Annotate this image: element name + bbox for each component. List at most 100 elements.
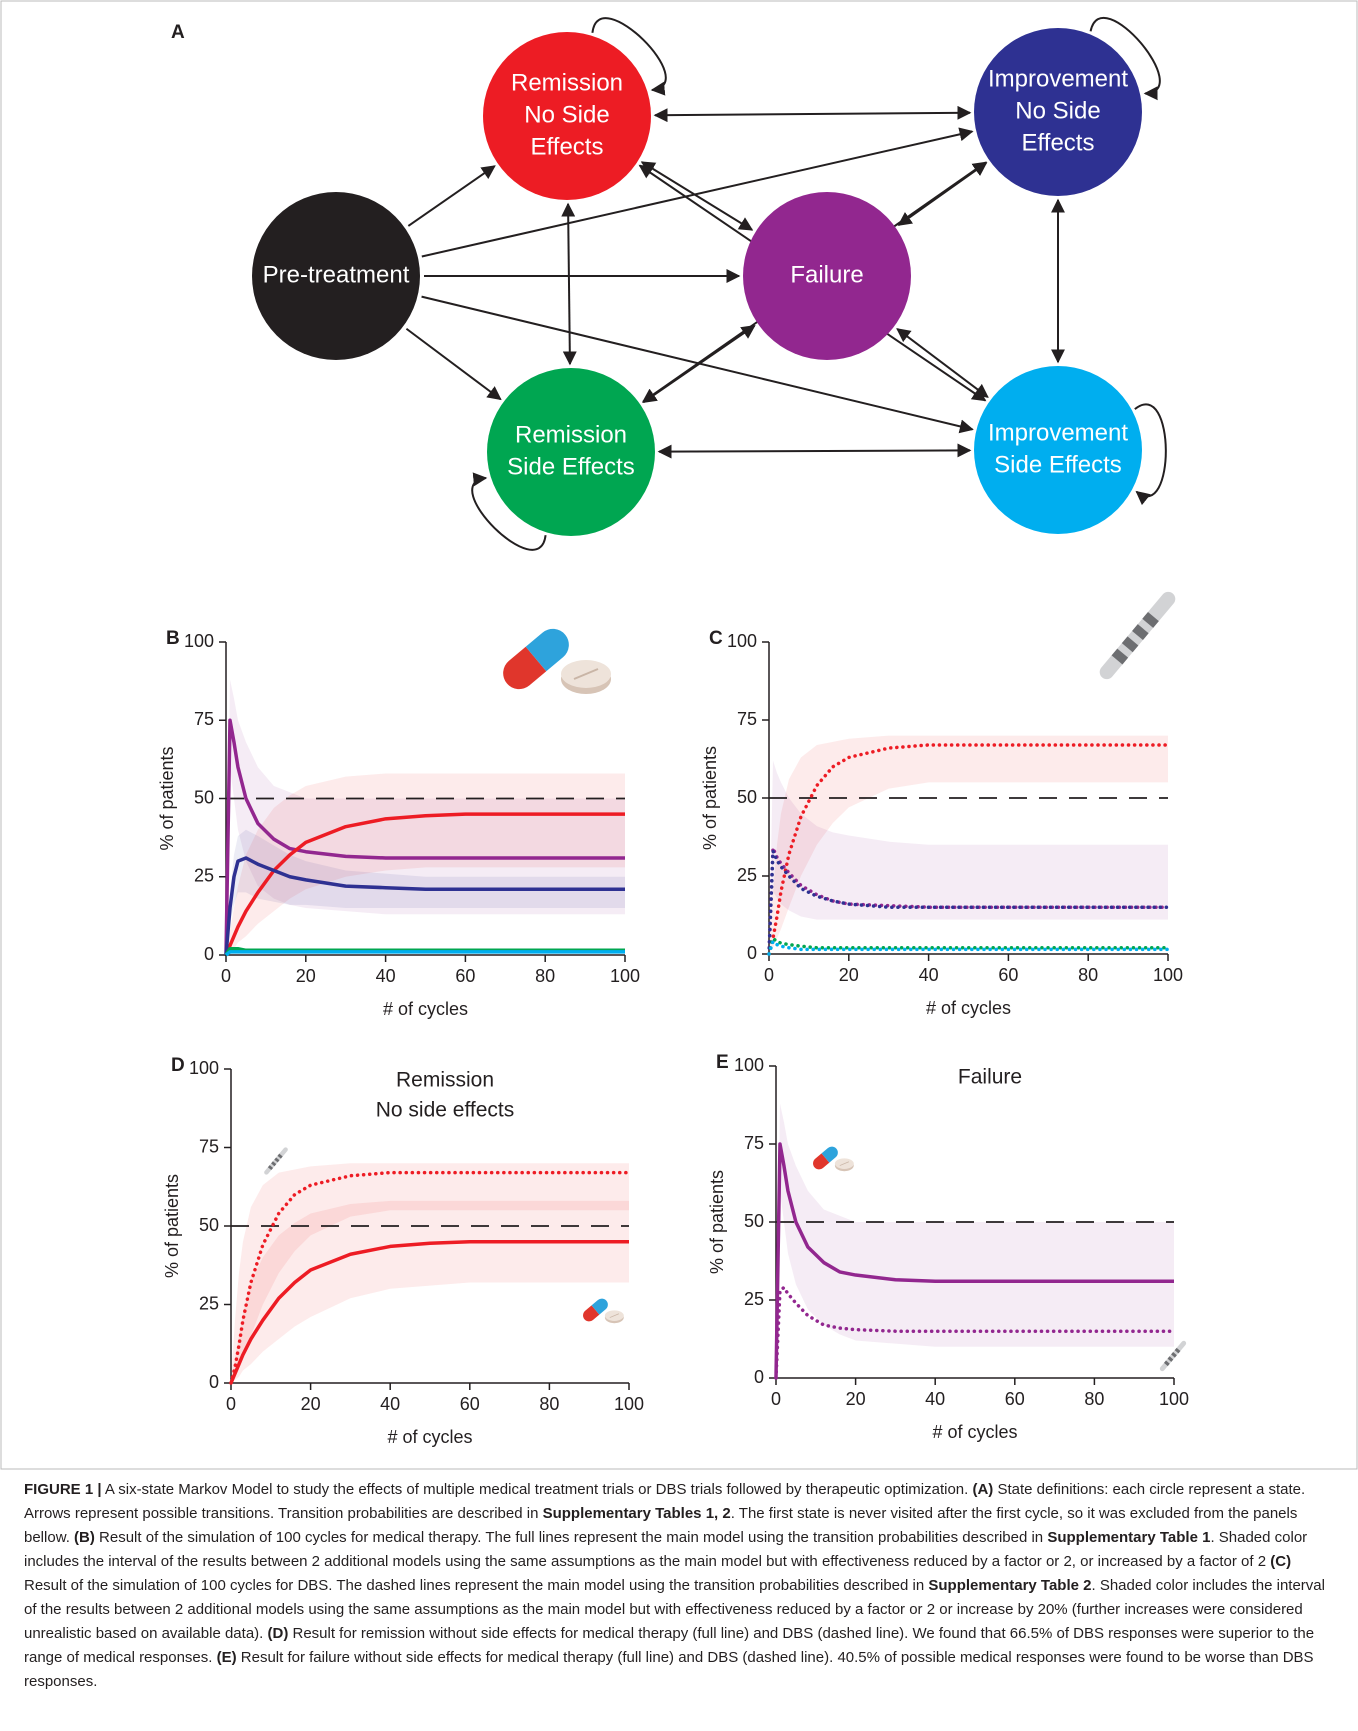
x-tick-label: 60 bbox=[460, 1394, 480, 1414]
y-tick-label: 25 bbox=[744, 1289, 764, 1309]
panel-label: D bbox=[171, 1055, 185, 1076]
x-tick-label: 80 bbox=[539, 1394, 559, 1414]
transition-arrow bbox=[644, 326, 755, 402]
x-tick-label: 40 bbox=[919, 965, 939, 985]
x-tick-label: 60 bbox=[1005, 1389, 1025, 1409]
caption-run: FIGURE 1 | bbox=[24, 1481, 102, 1498]
x-tick-label: 20 bbox=[839, 965, 859, 985]
y-tick-label: 75 bbox=[199, 1136, 219, 1156]
lead-icon bbox=[263, 1146, 288, 1175]
y-axis-label: % of patients bbox=[157, 746, 177, 850]
caption-run: Result of the simulation of 100 cycles f… bbox=[95, 1529, 1047, 1546]
state-label: Remission bbox=[515, 421, 627, 448]
state-node bbox=[974, 366, 1142, 534]
x-tick-label: 40 bbox=[925, 1389, 945, 1409]
lead-icon bbox=[1097, 589, 1178, 682]
caption-run: (A) bbox=[972, 1481, 993, 1498]
y-tick-label: 25 bbox=[199, 1293, 219, 1313]
x-tick-label: 0 bbox=[771, 1389, 781, 1409]
x-tick-label: 100 bbox=[614, 1394, 644, 1414]
x-tick-label: 0 bbox=[226, 1394, 236, 1414]
y-axis-label: % of patients bbox=[162, 1174, 182, 1278]
x-tick-label: 40 bbox=[380, 1394, 400, 1414]
state-label: Side Effects bbox=[994, 451, 1122, 478]
y-tick-label: 50 bbox=[744, 1211, 764, 1231]
y-tick-label: 0 bbox=[209, 1372, 219, 1392]
page: APre-treatmentRemissionNo SideEffectsImp… bbox=[0, 0, 1358, 1731]
x-tick-label: 100 bbox=[1153, 965, 1183, 985]
y-tick-label: 75 bbox=[194, 709, 214, 729]
caption-run: (D) bbox=[268, 1625, 289, 1642]
x-tick-label: 80 bbox=[535, 966, 555, 986]
x-axis-label: # of cycles bbox=[926, 998, 1011, 1018]
y-tick-label: 100 bbox=[734, 1055, 764, 1075]
state-label: Effects bbox=[531, 133, 604, 160]
x-tick-label: 20 bbox=[301, 1394, 321, 1414]
pill-icon bbox=[581, 1296, 624, 1324]
y-tick-label: 0 bbox=[747, 943, 757, 963]
x-tick-label: 80 bbox=[1084, 1389, 1104, 1409]
x-tick-label: 100 bbox=[1159, 1389, 1189, 1409]
caption-run: A six-state Markov Model to study the ef… bbox=[102, 1481, 973, 1498]
y-tick-label: 75 bbox=[737, 709, 757, 729]
y-axis-label: % of patients bbox=[707, 1170, 727, 1274]
chart-title: Failure bbox=[958, 1066, 1022, 1089]
caption-run: Result of the simulation of 100 cycles f… bbox=[24, 1577, 928, 1594]
caption: FIGURE 1 | A six-state Markov Model to s… bbox=[24, 1478, 1336, 1694]
state-label: Failure bbox=[790, 261, 863, 288]
series-line bbox=[769, 938, 1168, 954]
state-label: Improvement bbox=[988, 419, 1128, 446]
panel-label: A bbox=[171, 22, 185, 43]
state-label: Side Effects bbox=[507, 453, 635, 480]
y-tick-label: 50 bbox=[194, 787, 214, 807]
y-tick-label: 0 bbox=[204, 944, 214, 964]
state-label: Effects bbox=[1022, 129, 1095, 156]
x-tick-label: 20 bbox=[296, 966, 316, 986]
transition-arrow bbox=[659, 450, 970, 451]
x-axis-label: # of cycles bbox=[383, 999, 468, 1019]
transition-arrow bbox=[655, 113, 970, 116]
y-tick-label: 100 bbox=[189, 1058, 219, 1078]
y-tick-label: 50 bbox=[199, 1215, 219, 1235]
panel-label: C bbox=[709, 628, 723, 649]
chart-title: Remission bbox=[396, 1069, 494, 1092]
state-label: Improvement bbox=[988, 65, 1128, 92]
caption-run: Supplementary Table 2 bbox=[928, 1577, 1091, 1594]
transition-arrow bbox=[406, 329, 500, 399]
x-tick-label: 20 bbox=[846, 1389, 866, 1409]
x-tick-label: 80 bbox=[1078, 965, 1098, 985]
pill-icon bbox=[497, 622, 611, 695]
state-label: No Side bbox=[1015, 97, 1100, 124]
caption-run: (E) bbox=[217, 1649, 237, 1666]
caption-run: Supplementary Tables 1, 2 bbox=[543, 1505, 731, 1522]
transition-arrow bbox=[568, 204, 570, 364]
state-label: No Side bbox=[524, 101, 609, 128]
y-axis-label: % of patients bbox=[700, 746, 720, 850]
panel-label: E bbox=[716, 1052, 729, 1073]
y-tick-label: 25 bbox=[737, 865, 757, 885]
transition-arrow bbox=[642, 162, 752, 230]
pill-icon bbox=[811, 1144, 854, 1172]
x-axis-label: # of cycles bbox=[932, 1422, 1017, 1442]
x-tick-label: 60 bbox=[455, 966, 475, 986]
chart-title: No side effects bbox=[376, 1099, 515, 1122]
state-node bbox=[487, 368, 655, 536]
state-label: Remission bbox=[511, 69, 623, 96]
y-tick-label: 100 bbox=[184, 631, 214, 651]
panel-label: B bbox=[166, 628, 180, 649]
x-tick-label: 60 bbox=[998, 965, 1018, 985]
y-tick-label: 0 bbox=[754, 1367, 764, 1387]
y-tick-label: 50 bbox=[737, 787, 757, 807]
x-tick-label: 100 bbox=[610, 966, 640, 986]
transition-arrow bbox=[897, 329, 987, 397]
caption-run: Supplementary Table 1 bbox=[1047, 1529, 1210, 1546]
y-tick-label: 75 bbox=[744, 1133, 764, 1153]
y-tick-label: 100 bbox=[727, 631, 757, 651]
x-axis-label: # of cycles bbox=[387, 1427, 472, 1447]
caption-run: (C) bbox=[1270, 1553, 1291, 1570]
caption-run: (B) bbox=[74, 1529, 95, 1546]
uncertainty-band bbox=[231, 1201, 629, 1383]
y-tick-label: 25 bbox=[194, 866, 214, 886]
uncertainty-band bbox=[776, 1103, 1174, 1378]
figure: APre-treatmentRemissionNo SideEffectsImp… bbox=[0, 0, 1358, 1470]
